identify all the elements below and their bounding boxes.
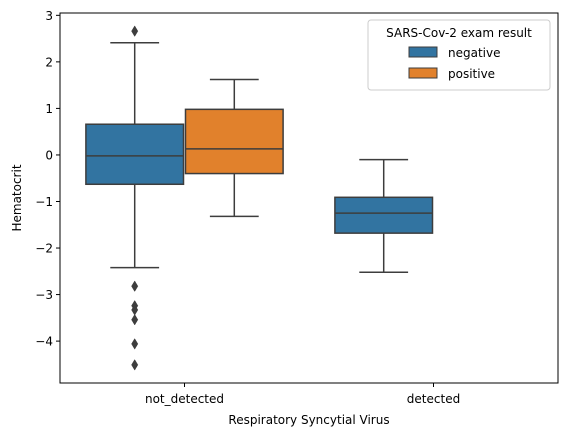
- y-tick-label: −3: [35, 288, 53, 302]
- box-positive-not_detected: [184, 78, 284, 218]
- outlier-point: [131, 280, 139, 292]
- legend-label-negative: negative: [448, 46, 500, 60]
- y-tick-label: −2: [35, 242, 53, 256]
- legend-title: SARS-Cov-2 exam result: [386, 26, 532, 40]
- outlier-point: [131, 25, 139, 37]
- legend: SARS-Cov-2 exam result negative positive: [367, 19, 551, 91]
- y-tick-label: 0: [45, 148, 53, 162]
- x-axis-label: Respiratory Syncytial Virus: [228, 413, 389, 427]
- outlier-point: [131, 359, 139, 371]
- y-tick-label: 1: [45, 102, 53, 116]
- x-tick-label: not_detected: [145, 392, 224, 406]
- y-tick-label: −4: [35, 335, 53, 349]
- plot-marks: [85, 25, 434, 371]
- y-axis-label: Hematocrit: [10, 164, 24, 231]
- legend-swatch-positive: [408, 67, 438, 79]
- box-iqr: [184, 108, 284, 175]
- y-tick-label: −1: [35, 195, 53, 209]
- outlier-point: [131, 338, 139, 350]
- plot-frame: [59, 12, 559, 384]
- legend-label-positive: positive: [448, 67, 495, 81]
- y-tick-label: 2: [45, 55, 53, 69]
- legend-swatch-negative: [408, 46, 438, 58]
- box-iqr: [85, 123, 185, 186]
- y-axis-ticks: −4 −3 −2 −1 0 1 2 3: [35, 9, 60, 349]
- box-negative-not_detected: [85, 25, 185, 371]
- x-tick-label: detected: [407, 392, 460, 406]
- box-negative-detected: [334, 158, 434, 273]
- box-iqr: [334, 196, 434, 234]
- y-tick-label: 3: [45, 9, 53, 23]
- outlier-point: [131, 313, 139, 326]
- x-axis-ticks: not_detected detected: [145, 383, 460, 406]
